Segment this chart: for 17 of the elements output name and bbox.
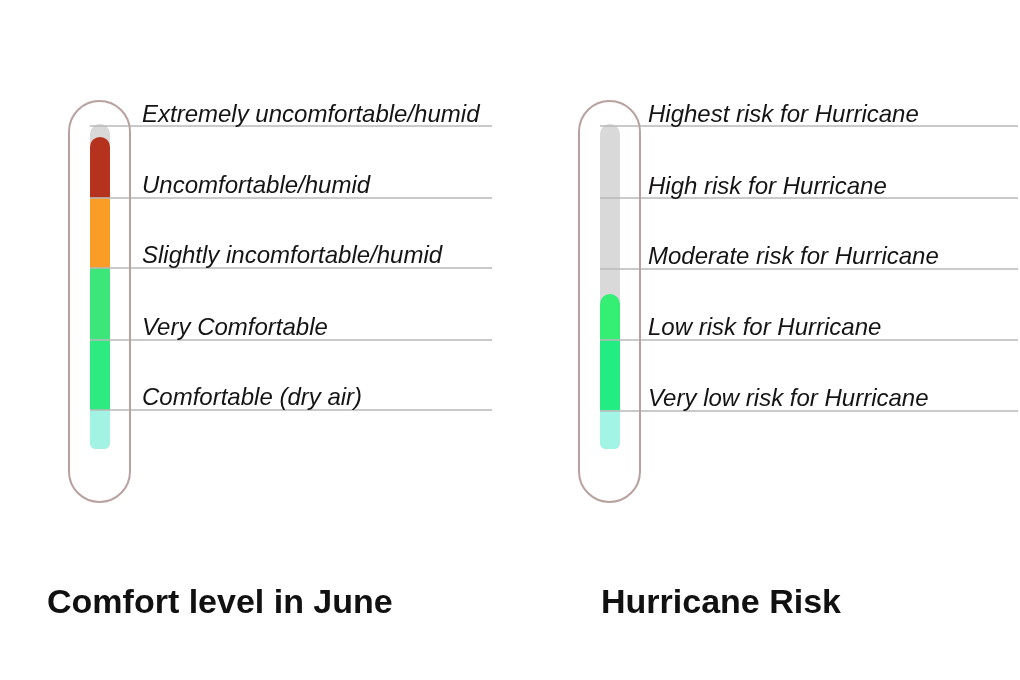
bar bbox=[90, 409, 110, 449]
ref-line-label: Highest risk for Hurricane bbox=[648, 99, 919, 127]
ref-line-label: Very Comfortable bbox=[142, 313, 328, 341]
ref-line-label: Uncomfortable/humid bbox=[142, 171, 371, 199]
ref-line-label: Slightly incomfortable/humid bbox=[142, 241, 443, 269]
ref-line-label: Extremely uncomfortable/humid bbox=[142, 99, 481, 127]
bar bbox=[90, 339, 110, 410]
ref-line-label: Comfortable (dry air) bbox=[142, 383, 363, 411]
text: Hurricane Risk bbox=[601, 582, 842, 620]
ref-line-label: Low risk for Hurricane bbox=[648, 313, 882, 341]
bar bbox=[90, 268, 110, 340]
text: Comfort level in June bbox=[47, 582, 393, 620]
ref-line-label: Moderate risk for Hurricane bbox=[648, 242, 939, 270]
bar bbox=[90, 136, 110, 198]
ref-line-label: Very low risk for Hurricane bbox=[648, 383, 929, 411]
bar bbox=[90, 197, 110, 268]
ref-line-label: High risk for Hurricane bbox=[648, 171, 887, 199]
